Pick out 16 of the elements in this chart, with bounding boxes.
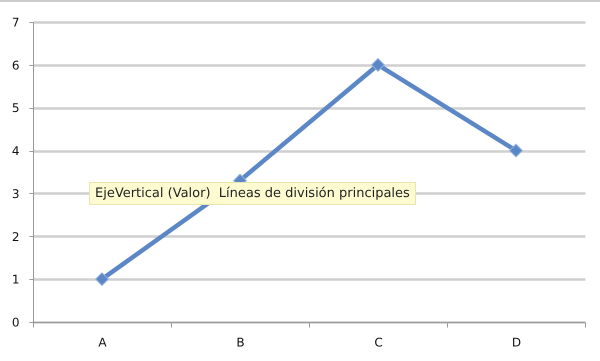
point bbox=[95, 272, 109, 286]
annotation: EjeVertical (Valor) Líneas de división principales bbox=[89, 182, 416, 205]
x-tick-label: D bbox=[512, 336, 522, 350]
y-tick-label: 2 bbox=[12, 230, 20, 244]
x-tick-label: B bbox=[236, 336, 245, 350]
y-tick-label: 1 bbox=[12, 272, 20, 287]
y-tick-label: 7 bbox=[12, 16, 20, 30]
y-tick-label: 5 bbox=[12, 101, 20, 116]
x-tick-label: C bbox=[374, 336, 383, 350]
y-tick-label: 0 bbox=[12, 316, 20, 330]
x-tick-label: A bbox=[98, 336, 108, 350]
y-tick-label: 6 bbox=[12, 58, 20, 72]
y-tick-label: 4 bbox=[12, 144, 20, 158]
point bbox=[509, 144, 523, 158]
point bbox=[371, 58, 385, 72]
y-tick-label: 3 bbox=[12, 186, 20, 201]
